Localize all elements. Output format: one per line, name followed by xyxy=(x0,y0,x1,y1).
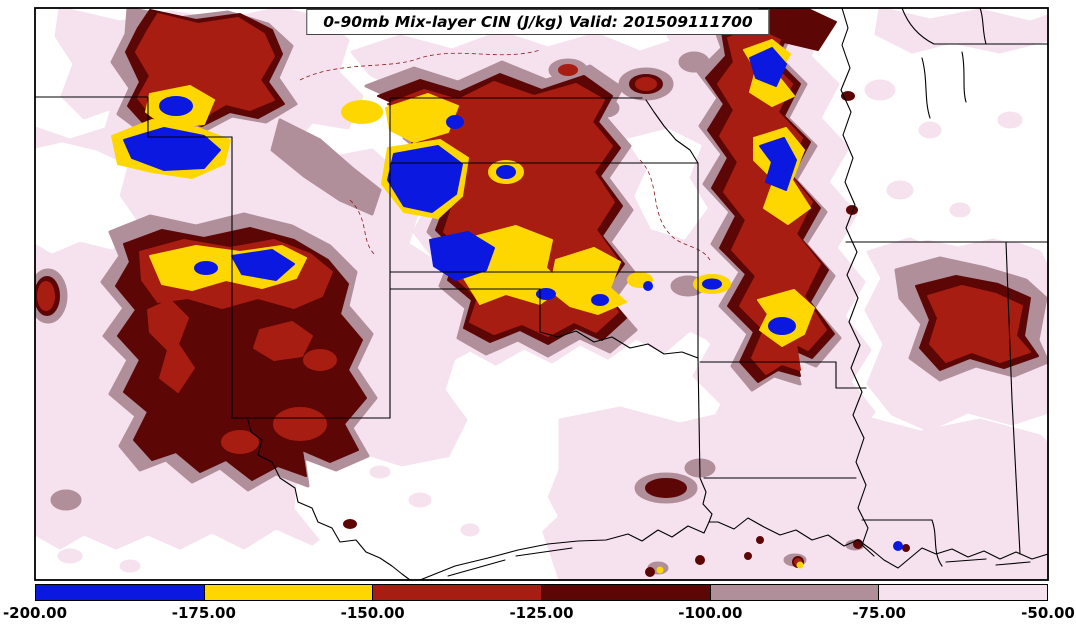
barrier-island xyxy=(995,561,1031,566)
contour-layer-pink-speckles xyxy=(57,79,1023,573)
colorbar xyxy=(35,584,1048,601)
river-line xyxy=(979,8,987,45)
state-border-line xyxy=(835,361,867,389)
state-border-line xyxy=(697,357,701,479)
colorbar-segment-maroon xyxy=(541,585,710,600)
map-border xyxy=(34,7,1049,581)
colorbar-tick-150: -150.00 xyxy=(340,604,405,622)
colorbar-segment-pink xyxy=(878,585,1048,600)
state-border-line xyxy=(861,519,943,567)
colorbar-tick-50: -50.00 xyxy=(1021,604,1075,622)
colorbar-segment-mauve xyxy=(709,585,879,600)
contour-layer-white-gaps xyxy=(35,48,1048,564)
state-boundaries xyxy=(35,8,1048,580)
gulf-coastline xyxy=(419,517,1048,580)
barrier-island xyxy=(447,559,506,577)
colorbar-segment-blue xyxy=(36,585,204,600)
state-border-line xyxy=(35,96,233,138)
colorbar-segment-yellow xyxy=(203,585,373,600)
red-river xyxy=(539,330,699,359)
state-border-line xyxy=(1005,241,1021,555)
river-line xyxy=(961,51,967,103)
barrier-island xyxy=(945,558,987,563)
rio-grande-river xyxy=(247,419,411,580)
mississippi-river xyxy=(840,8,875,557)
map-title: 0-90mb Mix-layer CIN (J/kg) Valid: 20150… xyxy=(323,13,753,31)
missouri-river xyxy=(645,99,699,164)
colorbar-tick-75: -75.00 xyxy=(852,604,906,622)
colorbar-tick-200: -200.00 xyxy=(2,604,68,622)
state-border-line xyxy=(901,8,1048,45)
river-line xyxy=(921,57,931,119)
colorbar-tick-labels: -200.00 -175.00 -150.00 -125.00 -100.00 … xyxy=(3,604,1075,628)
colorbar-segment-red xyxy=(372,585,542,600)
colorbar-tick-175: -175.00 xyxy=(171,604,236,622)
thin-contour-lines xyxy=(299,49,711,261)
map-title-box: 0-90mb Mix-layer CIN (J/kg) Valid: 20150… xyxy=(306,9,770,35)
colorbar-tick-125: -125.00 xyxy=(509,604,574,622)
sabine-river xyxy=(699,477,713,523)
colorbar-tick-100: -100.00 xyxy=(678,604,743,622)
barrier-island xyxy=(515,547,573,557)
